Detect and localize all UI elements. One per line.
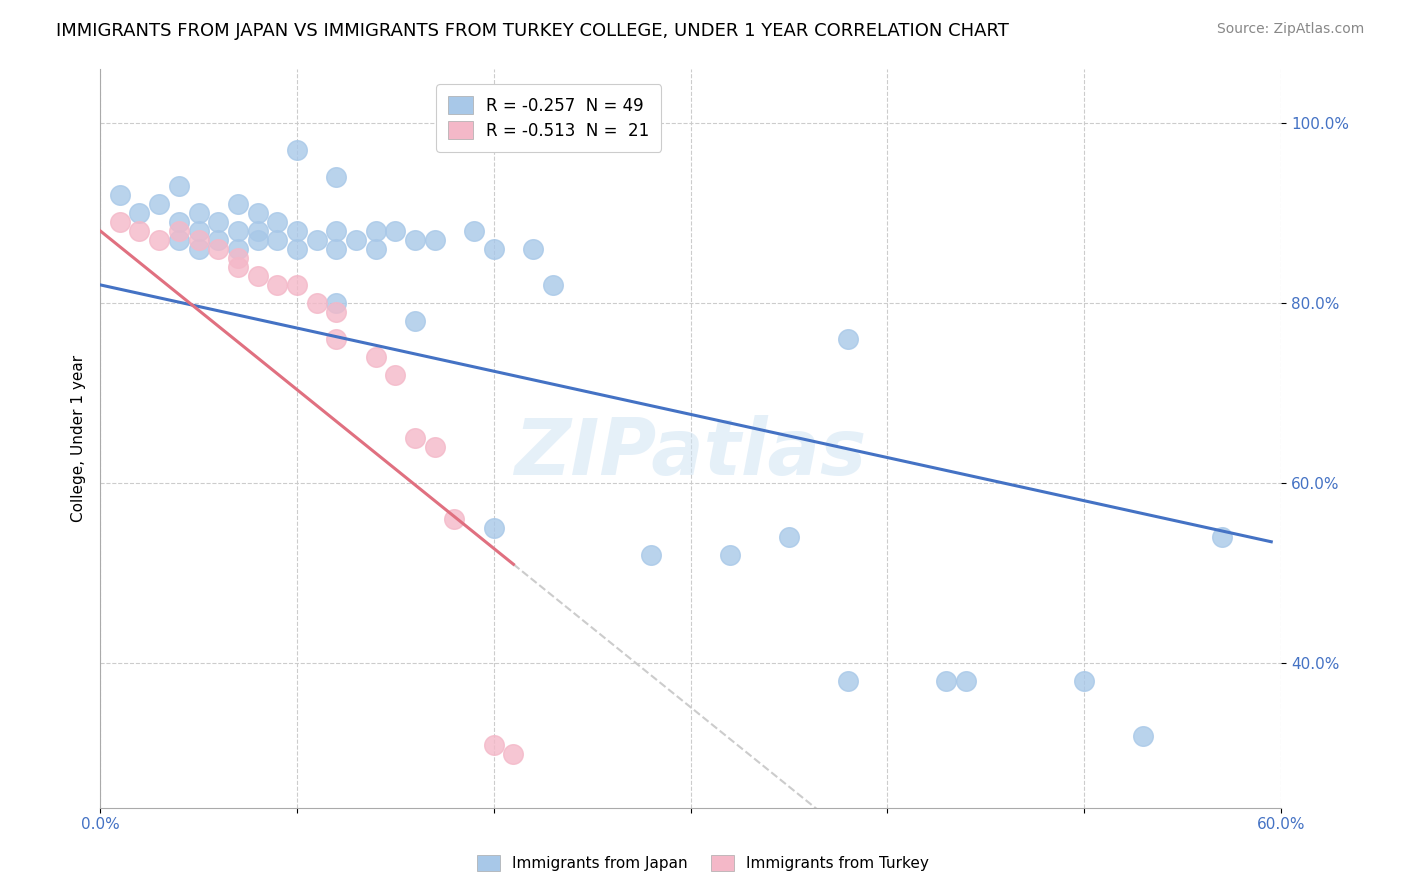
Point — [325, 332, 347, 346]
Point — [148, 196, 170, 211]
Y-axis label: College, Under 1 year: College, Under 1 year — [72, 354, 86, 522]
Point — [364, 242, 387, 256]
Point — [837, 332, 859, 346]
Point — [167, 178, 190, 193]
Point — [167, 233, 190, 247]
Point — [502, 747, 524, 761]
Point — [640, 549, 662, 563]
Point — [325, 296, 347, 310]
Text: ZIPatlas: ZIPatlas — [515, 415, 866, 491]
Point — [1211, 530, 1233, 544]
Point — [285, 224, 308, 238]
Point — [266, 233, 288, 247]
Point — [482, 521, 505, 535]
Text: IMMIGRANTS FROM JAPAN VS IMMIGRANTS FROM TURKEY COLLEGE, UNDER 1 YEAR CORRELATIO: IMMIGRANTS FROM JAPAN VS IMMIGRANTS FROM… — [56, 22, 1010, 40]
Point — [305, 296, 328, 310]
Point — [108, 187, 131, 202]
Point — [266, 277, 288, 292]
Point — [404, 431, 426, 445]
Point — [108, 215, 131, 229]
Point — [285, 143, 308, 157]
Point — [187, 206, 209, 220]
Point — [226, 224, 249, 238]
Point — [128, 224, 150, 238]
Point — [207, 215, 229, 229]
Point — [167, 215, 190, 229]
Point — [266, 215, 288, 229]
Point — [404, 314, 426, 328]
Point — [522, 242, 544, 256]
Point — [404, 233, 426, 247]
Point — [167, 224, 190, 238]
Point — [207, 233, 229, 247]
Point — [285, 277, 308, 292]
Point — [384, 224, 406, 238]
Point — [955, 674, 977, 689]
Point — [541, 277, 564, 292]
Point — [207, 242, 229, 256]
Point — [778, 530, 800, 544]
Point — [482, 242, 505, 256]
Point — [226, 242, 249, 256]
Legend: R = -0.257  N = 49, R = -0.513  N =  21: R = -0.257 N = 49, R = -0.513 N = 21 — [436, 84, 661, 152]
Point — [384, 368, 406, 382]
Point — [187, 224, 209, 238]
Point — [1132, 729, 1154, 743]
Point — [482, 738, 505, 752]
Point — [423, 440, 446, 454]
Point — [305, 233, 328, 247]
Point — [325, 169, 347, 184]
Point — [325, 305, 347, 319]
Point — [187, 233, 209, 247]
Point — [718, 549, 741, 563]
Point — [364, 350, 387, 364]
Point — [1073, 674, 1095, 689]
Point — [246, 268, 269, 283]
Point — [226, 260, 249, 274]
Point — [423, 233, 446, 247]
Point — [285, 242, 308, 256]
Point — [246, 224, 269, 238]
Point — [837, 674, 859, 689]
Point — [246, 206, 269, 220]
Legend: Immigrants from Japan, Immigrants from Turkey: Immigrants from Japan, Immigrants from T… — [471, 849, 935, 877]
Point — [935, 674, 957, 689]
Point — [128, 206, 150, 220]
Point — [443, 512, 465, 526]
Point — [226, 251, 249, 265]
Point — [246, 233, 269, 247]
Point — [325, 242, 347, 256]
Point — [325, 224, 347, 238]
Text: Source: ZipAtlas.com: Source: ZipAtlas.com — [1216, 22, 1364, 37]
Point — [226, 196, 249, 211]
Point — [148, 233, 170, 247]
Point — [344, 233, 367, 247]
Point — [187, 242, 209, 256]
Point — [463, 224, 485, 238]
Point — [364, 224, 387, 238]
